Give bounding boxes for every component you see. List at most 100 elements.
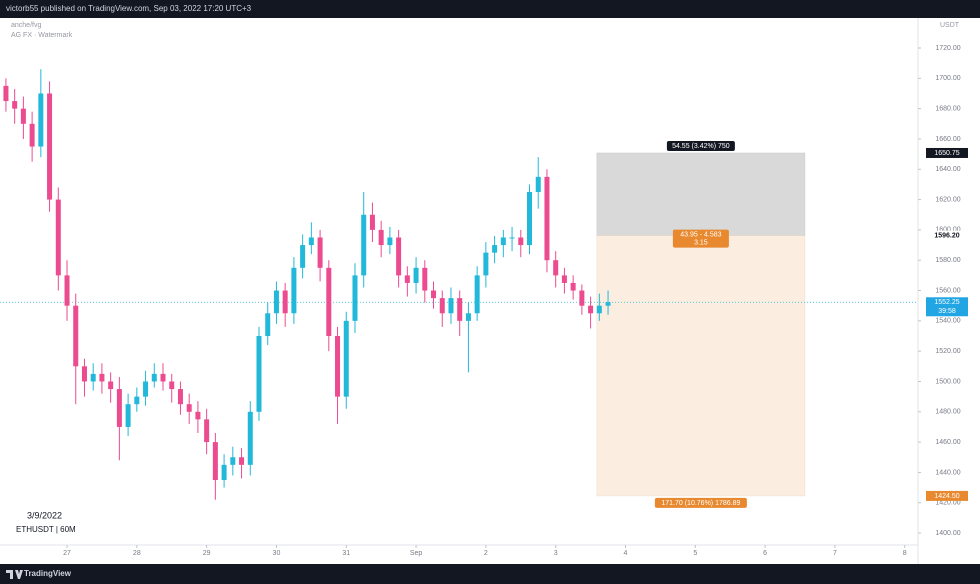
- candle-body: [265, 313, 271, 337]
- candle-body: [256, 336, 262, 412]
- y-tick-label: 1560.00: [935, 287, 960, 294]
- candle-body: [90, 373, 96, 382]
- candle-body: [12, 101, 18, 109]
- y-axis-label: USDT: [940, 22, 960, 29]
- candle-body: [439, 298, 445, 314]
- candle-body: [116, 389, 122, 427]
- candle-body: [527, 192, 533, 246]
- candle-body: [64, 275, 70, 306]
- target-axis-box: [926, 147, 968, 158]
- candle-body: [186, 404, 192, 412]
- x-tick-label: 8: [903, 550, 907, 557]
- stop-label-box: [654, 497, 747, 508]
- candle-body: [273, 290, 279, 314]
- candle-body: [579, 290, 585, 306]
- stop-axis-label: 1424.50: [934, 493, 959, 500]
- candle-body: [588, 305, 594, 314]
- candle-body: [492, 245, 498, 253]
- candle-body: [99, 373, 105, 382]
- candle-body: [335, 336, 341, 397]
- candle-body: [553, 260, 559, 276]
- candle-body: [500, 237, 506, 246]
- candle-body: [300, 245, 306, 268]
- candle-body: [3, 85, 9, 102]
- candle-body: [474, 275, 480, 314]
- y-tick-label: 1640.00: [935, 166, 960, 173]
- x-tick-label: 30: [273, 550, 281, 557]
- x-tick-label: 3: [554, 550, 558, 557]
- y-tick-label: 1580.00: [935, 257, 960, 264]
- x-tick-label: 5: [693, 550, 697, 557]
- candle-body: [125, 404, 131, 427]
- y-tick-label: 1540.00: [935, 318, 960, 325]
- stop-label: 171.70 (10.76%) 1786.89: [661, 500, 740, 507]
- candle-body: [151, 373, 157, 382]
- candle-body: [570, 282, 576, 291]
- candle-body: [20, 108, 26, 124]
- countdown: 39:58: [938, 308, 956, 315]
- x-tick-label: 4: [624, 550, 628, 557]
- bottom-bar: [0, 564, 980, 584]
- candle-body: [535, 176, 541, 193]
- ratio-value: 3.15: [694, 240, 708, 247]
- x-tick-label: 29: [203, 550, 211, 557]
- candle-body: [352, 275, 358, 321]
- x-tick-label: 2: [484, 550, 488, 557]
- candle-body: [169, 381, 175, 390]
- y-tick-label: 1400.00: [935, 530, 960, 537]
- y-tick-label: 1420.00: [935, 500, 960, 507]
- y-tick-label: 1720.00: [935, 45, 960, 52]
- candle-body: [230, 457, 236, 465]
- candle-body: [177, 389, 183, 405]
- candle-body: [204, 419, 210, 443]
- top-bar: [0, 0, 980, 18]
- y-tick-label: 1440.00: [935, 469, 960, 476]
- brand: TradingView: [24, 569, 72, 578]
- candle-body: [404, 275, 410, 283]
- candle-body: [38, 93, 44, 147]
- loss-zone: [596, 235, 806, 497]
- candle-body: [291, 267, 297, 314]
- chart-area: [0, 18, 980, 564]
- candle-body: [134, 396, 140, 405]
- profit-zone: [596, 152, 806, 236]
- plot: [0, 69, 918, 500]
- header-text: victorb55 published on TradingView.com, …: [6, 4, 252, 13]
- candle-body: [561, 275, 567, 283]
- price-axis-label: 1552.25: [934, 299, 959, 306]
- target-label-box: [666, 140, 735, 151]
- candle-body: [282, 290, 288, 314]
- y-tick-label: 1600.00: [935, 227, 960, 234]
- x-tick-label: 31: [342, 550, 350, 557]
- candle-body: [81, 366, 87, 382]
- entry-axis-label: 1596.20: [934, 233, 959, 240]
- entry-axis-box: [926, 230, 968, 241]
- candle-body: [457, 298, 463, 321]
- x-tick-label: 28: [133, 550, 141, 557]
- candle-body: [212, 442, 218, 480]
- candle-body: [413, 267, 419, 283]
- x-tick-label: 6: [763, 550, 767, 557]
- candle-body: [73, 305, 79, 367]
- y-tick-label: 1660.00: [935, 136, 960, 143]
- candle-body: [378, 229, 384, 246]
- candle-body: [47, 93, 53, 200]
- target-label: 54.55 (3.42%) 750: [672, 143, 730, 150]
- candle-body: [326, 267, 332, 337]
- symbol-label: ETHUSDT | 60M: [16, 525, 76, 534]
- y-tick-label: 1460.00: [935, 439, 960, 446]
- candle-body: [55, 199, 61, 276]
- ratio-label-box: [672, 229, 729, 248]
- candle-body: [108, 381, 114, 390]
- candle-body: [317, 237, 323, 268]
- y-tick-label: 1480.00: [935, 409, 960, 416]
- y-tick-label: 1680.00: [935, 105, 960, 112]
- candle-body: [221, 464, 227, 480]
- candle-body: [239, 457, 245, 465]
- x-tick-label: 7: [833, 550, 837, 557]
- candle-body: [143, 381, 149, 397]
- y-tick-label: 1500.00: [935, 378, 960, 385]
- ratio-label: 43.95 - 4.583: [680, 232, 721, 239]
